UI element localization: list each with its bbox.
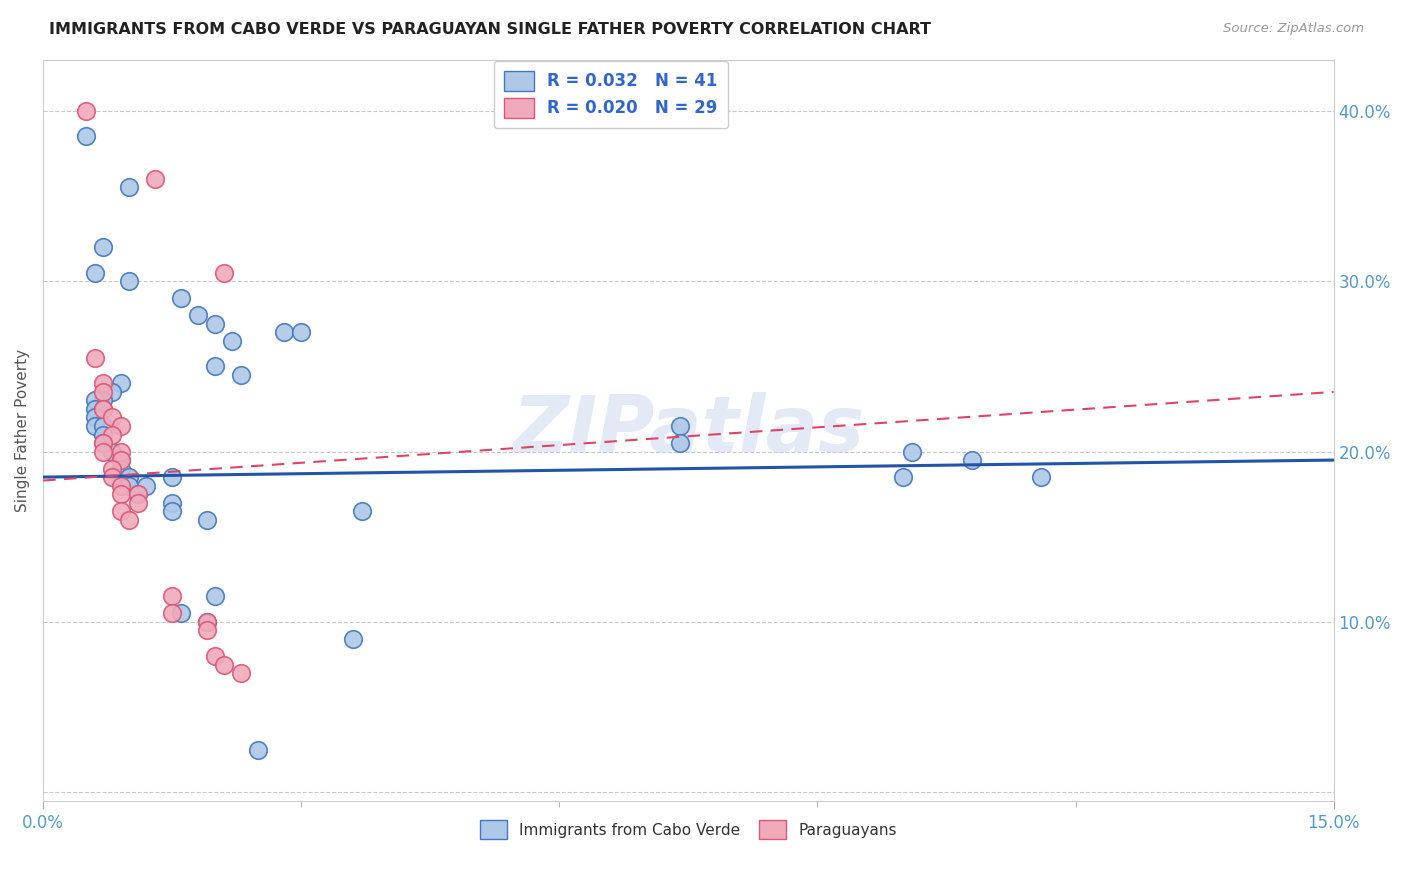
Text: IMMIGRANTS FROM CABO VERDE VS PARAGUAYAN SINGLE FATHER POVERTY CORRELATION CHART: IMMIGRANTS FROM CABO VERDE VS PARAGUAYAN… [49, 22, 931, 37]
Point [93, 401, 115, 416]
Point [221, 334, 243, 348]
Point [110, 453, 132, 467]
Point [187, 308, 209, 322]
Point [204, 317, 226, 331]
Point [83, 401, 105, 416]
Point [1029, 470, 1052, 484]
Point [110, 478, 132, 492]
Point [110, 444, 132, 458]
Point [290, 325, 312, 339]
Point [195, 513, 218, 527]
Point [901, 444, 924, 458]
Point [83, 393, 105, 408]
Point [93, 376, 115, 391]
Point [101, 384, 124, 399]
Point [83, 410, 105, 425]
Point [101, 427, 124, 442]
Point [110, 461, 132, 475]
Point [110, 504, 132, 518]
Point [83, 351, 105, 365]
Point [101, 461, 124, 475]
Point [83, 266, 105, 280]
Point [101, 444, 124, 458]
Point [110, 453, 132, 467]
Point [93, 384, 115, 399]
Point [162, 470, 184, 484]
Point [669, 419, 692, 434]
Point [93, 401, 115, 416]
Point [162, 496, 184, 510]
Point [162, 607, 184, 621]
Point [204, 590, 226, 604]
Point [127, 487, 149, 501]
Point [204, 648, 226, 663]
Point [118, 470, 141, 484]
Point [893, 470, 915, 484]
Legend: Immigrants from Cabo Verde, Paraguayans: Immigrants from Cabo Verde, Paraguayans [474, 814, 903, 845]
Point [93, 393, 115, 408]
Point [247, 743, 270, 757]
Point [127, 487, 149, 501]
Point [93, 444, 115, 458]
Point [350, 504, 373, 518]
Point [101, 470, 124, 484]
Point [127, 496, 149, 510]
Point [93, 436, 115, 450]
Point [212, 266, 235, 280]
Point [110, 419, 132, 434]
Point [93, 240, 115, 254]
Point [118, 180, 141, 194]
Point [962, 453, 984, 467]
Point [143, 172, 166, 186]
Point [75, 129, 97, 144]
Point [118, 274, 141, 288]
Y-axis label: Single Father Poverty: Single Father Poverty [15, 349, 30, 512]
Point [342, 632, 364, 646]
Point [229, 666, 252, 681]
Point [162, 590, 184, 604]
Point [110, 376, 132, 391]
Point [195, 624, 218, 638]
Point [101, 410, 124, 425]
Text: Source: ZipAtlas.com: Source: ZipAtlas.com [1223, 22, 1364, 36]
Point [229, 368, 252, 382]
Point [135, 478, 157, 492]
Point [195, 615, 218, 629]
Text: ZIPatlas: ZIPatlas [512, 392, 865, 468]
Point [162, 504, 184, 518]
Point [93, 427, 115, 442]
Point [83, 419, 105, 434]
Point [75, 103, 97, 118]
Point [110, 487, 132, 501]
Point [101, 444, 124, 458]
Point [273, 325, 295, 339]
Point [170, 607, 193, 621]
Point [118, 513, 141, 527]
Point [118, 478, 141, 492]
Point [93, 436, 115, 450]
Point [170, 291, 193, 305]
Point [195, 615, 218, 629]
Point [212, 657, 235, 672]
Point [93, 419, 115, 434]
Point [204, 359, 226, 374]
Point [669, 436, 692, 450]
